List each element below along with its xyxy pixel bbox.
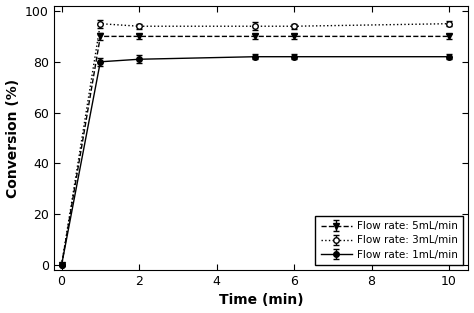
- Y-axis label: Conversion (%): Conversion (%): [6, 79, 19, 198]
- X-axis label: Time (min): Time (min): [219, 294, 303, 307]
- Legend: Flow rate: 5mL/min, Flow rate: 3mL/min, Flow rate: 1mL/min: Flow rate: 5mL/min, Flow rate: 3mL/min, …: [316, 216, 463, 265]
